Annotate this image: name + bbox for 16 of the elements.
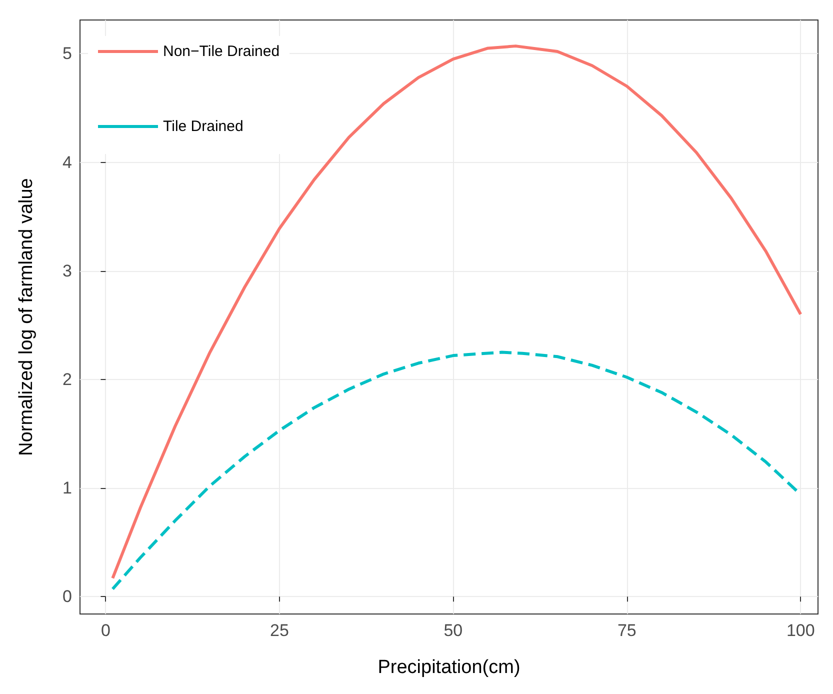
legend-label: Non−Tile Drained <box>163 43 280 60</box>
x-tick-label: 25 <box>270 621 289 640</box>
y-tick-label: 5 <box>62 44 72 64</box>
y-axis-title: Normalized log of farmland value <box>16 178 37 456</box>
line-series <box>111 44 802 580</box>
legend-label: Tile Drained <box>163 118 244 135</box>
x-tick-label: 50 <box>444 621 463 640</box>
x-axis-title: Precipitation(cm) <box>378 657 520 678</box>
x-tick-label: 0 <box>100 621 110 640</box>
x-tick-label: 75 <box>617 621 636 640</box>
x-tick-label: 100 <box>786 621 815 640</box>
y-tick-label: 1 <box>62 478 72 498</box>
y-tick-label: 0 <box>62 587 72 606</box>
y-tick-label: 2 <box>62 370 72 389</box>
y-tick-label: 3 <box>62 261 72 280</box>
y-tick-label: 4 <box>62 152 72 172</box>
